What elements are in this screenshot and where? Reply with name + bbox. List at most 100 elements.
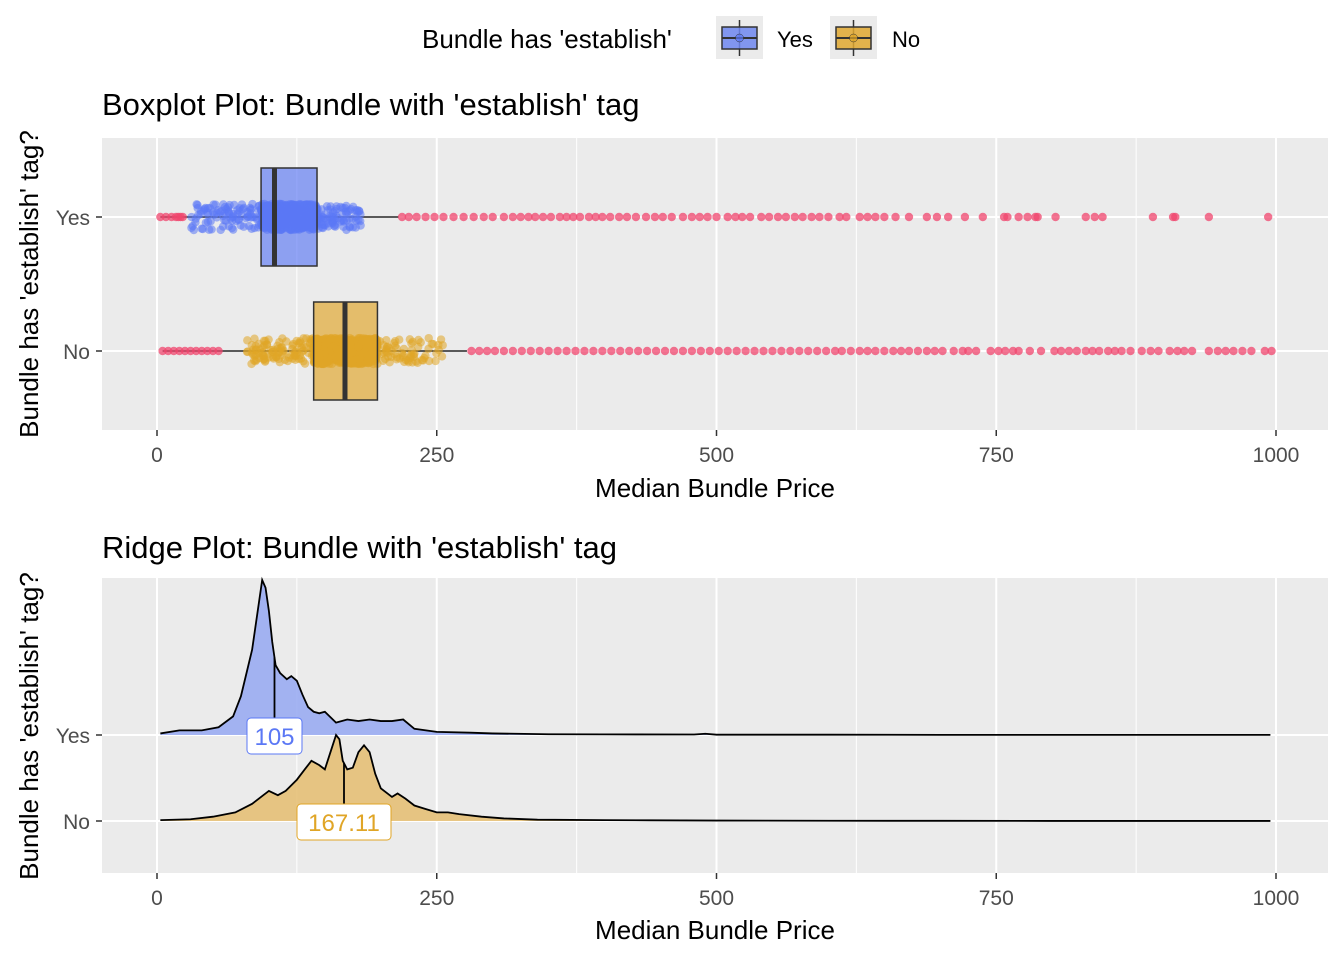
ridge-x-axis-label: Median Bundle Price	[595, 915, 835, 945]
outlier-point	[1148, 212, 1158, 222]
outlier-point	[1036, 346, 1046, 356]
jitter-point	[224, 209, 234, 218]
outlier-point	[922, 212, 932, 222]
jitter-point	[414, 342, 423, 352]
jitter-point	[233, 209, 242, 219]
y-tick-label: No	[63, 811, 90, 834]
outlier-points	[156, 212, 1273, 222]
outlier-point	[589, 346, 598, 356]
outlier-point	[830, 346, 840, 356]
legend-key-no	[830, 16, 877, 59]
legend-label-yes: Yes	[777, 27, 813, 52]
y-tick-label: Yes	[56, 725, 90, 748]
x-tick-label: 750	[979, 444, 1014, 467]
ridge-x-axis: 0 250 500 750 1000	[151, 873, 1299, 910]
outlier-point	[555, 212, 565, 222]
jitter-point	[424, 333, 433, 343]
outlier-point	[896, 346, 906, 356]
jitter-point	[419, 356, 428, 365]
outlier-point	[798, 212, 807, 222]
outlier-point	[598, 346, 607, 356]
outlier-point	[598, 212, 607, 222]
outlier-point	[1103, 346, 1113, 356]
outlier-point	[449, 212, 458, 222]
jitter-point	[274, 354, 283, 364]
outlier-point	[1171, 212, 1180, 222]
outlier-point	[614, 212, 624, 222]
outlier-point	[837, 346, 847, 356]
outlier-point	[524, 212, 533, 222]
outlier-point	[807, 212, 816, 222]
outlier-points	[158, 346, 1276, 356]
ridge-title: Ridge Plot: Bundle with 'establish' tag	[102, 530, 617, 565]
jitter-point	[207, 225, 216, 234]
jitter-point	[379, 341, 388, 350]
boxplot-marks	[156, 167, 1276, 401]
jitter-point	[398, 350, 408, 360]
legend-title: Bundle has 'establish'	[422, 24, 672, 54]
jitter-point	[317, 216, 326, 226]
outlier-point	[1165, 346, 1174, 356]
box	[260, 167, 318, 267]
outlier-point	[1146, 346, 1155, 356]
outlier-point	[1187, 346, 1197, 356]
outlier-point	[949, 346, 958, 356]
outlier-point	[625, 346, 634, 356]
x-tick-label: 250	[419, 887, 454, 910]
outlier-point	[584, 212, 594, 222]
outlier-point	[815, 212, 824, 222]
jitter-point	[249, 356, 259, 365]
box-series-no	[158, 301, 1276, 401]
x-tick-label: 0	[151, 444, 163, 467]
outlier-point	[960, 212, 970, 222]
outlier-point	[723, 346, 732, 356]
outlier-point	[607, 346, 616, 356]
outlier-point	[1023, 212, 1032, 222]
outlier-point	[467, 346, 476, 356]
outlier-point	[1088, 346, 1097, 356]
outlier-point	[1247, 346, 1256, 356]
jitter-point	[351, 216, 361, 225]
outlier-point	[971, 346, 981, 356]
outlier-point	[499, 212, 509, 222]
outlier-point	[499, 346, 509, 356]
x-tick-label: 1000	[1253, 444, 1300, 467]
outlier-point	[469, 212, 478, 222]
outlier-point	[397, 212, 407, 222]
outlier-point	[714, 346, 723, 356]
outlier-point	[932, 212, 942, 222]
outlier-point	[544, 346, 553, 356]
outlier-point	[1094, 346, 1104, 356]
outlier-point	[842, 212, 851, 222]
outlier-point	[821, 346, 831, 356]
jitter-point	[285, 353, 294, 362]
outlier-point	[660, 346, 670, 356]
outlier-point	[781, 212, 791, 222]
outlier-point	[891, 212, 900, 222]
ridge-y-axis-label: Bundle has 'establish' tag?	[14, 572, 44, 880]
outlier-point	[696, 346, 706, 356]
outlier-point	[1154, 346, 1163, 356]
jitter-point	[317, 223, 327, 232]
outlier-point	[1090, 212, 1099, 222]
outlier-point	[1213, 346, 1223, 356]
outlier-point	[904, 212, 914, 222]
outlier-point	[669, 346, 679, 356]
outlier-point	[1137, 346, 1146, 356]
outlier-point	[835, 212, 844, 222]
jitter-point	[330, 215, 339, 224]
jitter-point	[392, 355, 401, 364]
median-label-box	[296, 803, 392, 841]
ridge-series-no: 167.11	[160, 733, 1271, 841]
jitter-point	[342, 225, 351, 235]
outlier-point	[516, 212, 525, 222]
outlier-point	[871, 212, 880, 222]
ridge-area	[160, 735, 1271, 821]
boxplot-y-axis-label: Bundle has 'establish' tag?	[14, 130, 44, 438]
outlier-point	[777, 346, 786, 356]
outlier-point	[745, 212, 755, 222]
outlier-point	[479, 212, 488, 222]
outlier-point	[695, 212, 704, 222]
outlier-point	[712, 212, 721, 222]
outlier-point	[863, 346, 872, 356]
